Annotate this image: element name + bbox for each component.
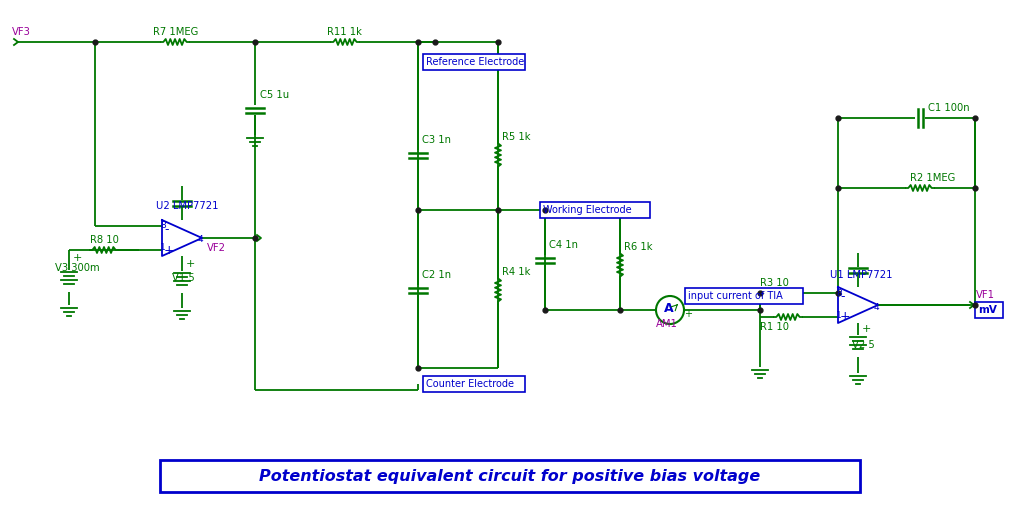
Text: Potentiostat equivalent circuit for positive bias voltage: Potentiostat equivalent circuit for posi… [259, 468, 761, 483]
Bar [423, 54, 525, 70]
Text: Counter Electrode: Counter Electrode [426, 379, 514, 389]
Bar [975, 302, 1003, 318]
Text: mV: mV [978, 305, 997, 315]
Text: 4: 4 [874, 303, 880, 311]
Text: +: + [186, 259, 195, 269]
Text: 8: 8 [836, 288, 841, 297]
Text: +: + [862, 324, 872, 334]
Text: AM1: AM1 [656, 319, 678, 329]
Text: C4 1n: C4 1n [549, 240, 578, 250]
Bar [539, 202, 650, 218]
Text: V1 5: V1 5 [172, 273, 195, 283]
Text: +: + [840, 310, 850, 324]
Text: 4: 4 [198, 236, 203, 245]
Text: -: - [164, 224, 169, 237]
Text: VF2: VF2 [207, 243, 226, 253]
Text: C5 1u: C5 1u [260, 90, 290, 100]
Text: Reference Electrode: Reference Electrode [426, 57, 524, 67]
Text: R7 1MEG: R7 1MEG [153, 27, 198, 37]
Text: V3 300m: V3 300m [55, 263, 100, 273]
Text: R2 1MEG: R2 1MEG [910, 173, 955, 183]
Text: Working Electrode: Working Electrode [543, 205, 632, 215]
Text: R8 10: R8 10 [90, 235, 119, 245]
Text: C3 1n: C3 1n [422, 135, 451, 145]
Text: A: A [664, 303, 674, 315]
Text: V2 5: V2 5 [852, 340, 875, 350]
Text: +: + [684, 309, 692, 319]
Text: 1: 1 [160, 244, 166, 252]
Text: C1 100n: C1 100n [928, 103, 969, 113]
Text: R3 10: R3 10 [760, 278, 788, 288]
Text: U2 LMP7721: U2 LMP7721 [156, 201, 218, 211]
Text: VF1: VF1 [976, 290, 995, 300]
Text: R6 1k: R6 1k [624, 242, 652, 252]
Bar [160, 460, 860, 492]
Text: +: + [164, 244, 175, 257]
Bar [423, 376, 525, 392]
Text: C2 1n: C2 1n [422, 270, 451, 280]
Text: -: - [840, 290, 844, 304]
Text: R1 10: R1 10 [760, 322, 789, 332]
Text: R5 1k: R5 1k [502, 132, 530, 142]
Text: 8: 8 [160, 222, 166, 230]
Text: 1: 1 [836, 310, 841, 319]
Text: U1 LMP7721: U1 LMP7721 [830, 270, 892, 280]
Text: VF3: VF3 [12, 27, 30, 37]
Bar [685, 288, 803, 304]
Text: R4 1k: R4 1k [502, 267, 530, 277]
Text: +: + [73, 253, 82, 263]
Text: R11 1k: R11 1k [327, 27, 362, 37]
Text: input current of TIA: input current of TIA [688, 291, 782, 301]
